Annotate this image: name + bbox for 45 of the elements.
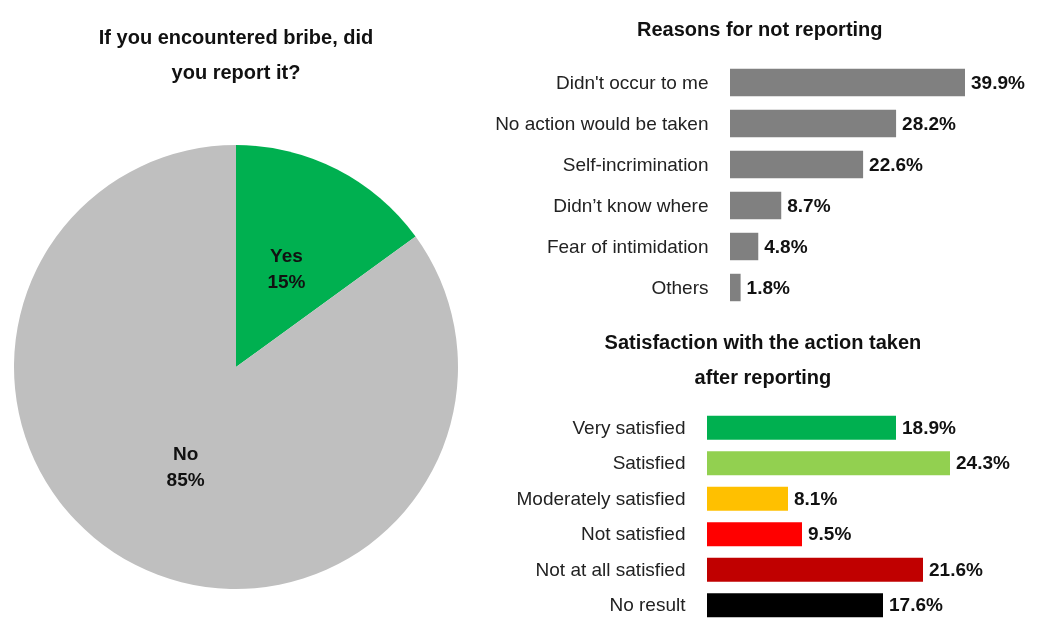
chart-title: If you encountered bribe, did you report it? <box>98 26 374 83</box>
y-tick-label: Self-incrimination <box>562 153 709 175</box>
y-tick-label: Others <box>651 276 709 298</box>
y-tick-label: Not satisfied <box>580 523 686 545</box>
slice-label: No <box>172 442 199 464</box>
data-label: 8.7% <box>787 194 831 216</box>
bar <box>707 486 788 511</box>
data-label: 18.9% <box>902 416 956 438</box>
y-tick-label: Not at all satisfied <box>535 558 686 580</box>
slice-label: Yes <box>270 245 303 267</box>
data-label: 9.5% <box>808 523 852 545</box>
bar <box>730 232 759 261</box>
data-label: 28.2% <box>902 112 957 134</box>
bar <box>730 109 897 138</box>
y-tick-label: No result <box>609 594 687 616</box>
bar <box>730 68 965 97</box>
data-label: 15% <box>267 271 306 293</box>
bar <box>730 273 741 302</box>
y-tick-label: Satisfied <box>612 452 686 474</box>
chart-title: Reasons for not reporting <box>636 18 883 40</box>
bar <box>730 191 782 220</box>
data-label: 22.6% <box>869 153 924 175</box>
bar <box>707 522 802 547</box>
data-label: 1.8% <box>746 276 791 298</box>
data-label: 4.8% <box>764 235 808 257</box>
data-label: 21.6% <box>929 558 983 580</box>
y-tick-label: No action would be taken <box>495 112 709 134</box>
pie-slice <box>236 145 416 367</box>
pie-slice <box>14 145 458 589</box>
data-label: 24.3% <box>956 452 1010 474</box>
y-tick-label: Didn’t know where <box>553 194 709 216</box>
bar <box>707 415 896 440</box>
data-label: 85% <box>166 468 205 490</box>
data-label: 39.9% <box>971 71 1025 93</box>
y-tick-label: Very satisfied <box>572 416 686 438</box>
bar <box>730 150 864 179</box>
bar <box>707 557 923 582</box>
bar <box>707 593 883 618</box>
chart-title: Satisfaction with the action taken after reporting <box>604 331 922 388</box>
data-label: 17.6% <box>889 594 943 616</box>
y-tick-label: Moderately satisfied <box>516 487 686 509</box>
bar <box>707 451 950 476</box>
y-tick-label: Fear of intimidation <box>546 235 709 257</box>
y-tick-label: Didn't occur to me <box>555 71 709 93</box>
data-label: 8.1% <box>794 487 838 509</box>
